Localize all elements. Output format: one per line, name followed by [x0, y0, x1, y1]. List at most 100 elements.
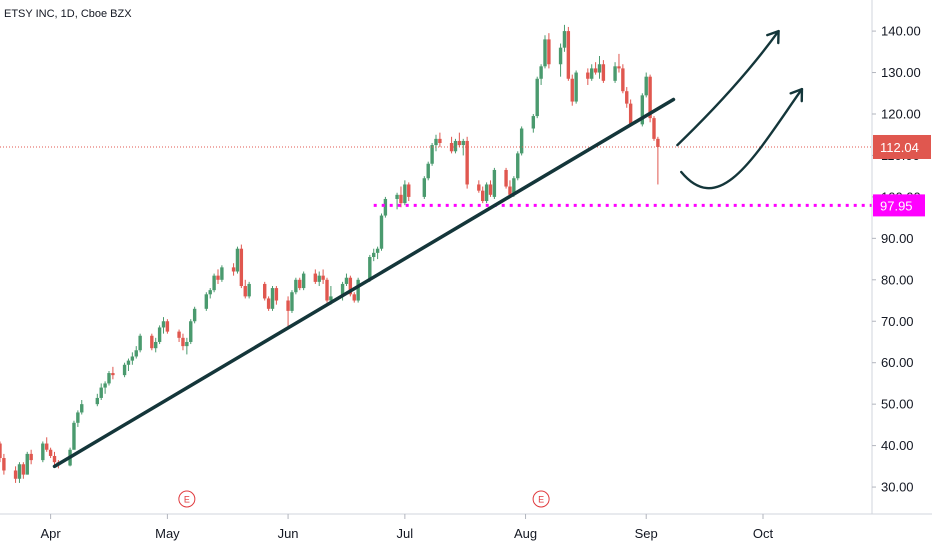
candle[interactable]: [356, 277, 360, 303]
candle[interactable]: [426, 161, 430, 181]
candle[interactable]: [181, 333, 185, 351]
candle[interactable]: [266, 296, 271, 311]
candle[interactable]: [601, 60, 606, 83]
candle[interactable]: [21, 462, 26, 479]
candle[interactable]: [403, 180, 407, 206]
candle[interactable]: [543, 35, 547, 69]
candle[interactable]: [17, 462, 22, 483]
candle[interactable]: [488, 180, 493, 197]
candle[interactable]: [492, 167, 497, 199]
candle[interactable]: [41, 441, 45, 463]
candle[interactable]: [0, 441, 2, 463]
candle[interactable]: [477, 180, 481, 193]
candle[interactable]: [247, 281, 251, 299]
candle[interactable]: [243, 279, 247, 299]
candle[interactable]: [161, 317, 166, 334]
candle[interactable]: [449, 136, 454, 154]
candle[interactable]: [294, 277, 298, 295]
bullish-path[interactable]: [676, 29, 780, 147]
candle[interactable]: [399, 186, 403, 208]
candle[interactable]: [107, 370, 111, 386]
candle[interactable]: [263, 281, 267, 301]
candle[interactable]: [597, 55, 602, 79]
candle[interactable]: [395, 192, 399, 210]
candle[interactable]: [313, 269, 318, 284]
trendline[interactable]: [52, 97, 676, 469]
candle[interactable]: [617, 53, 621, 73]
candle[interactable]: [72, 420, 76, 450]
candle[interactable]: [208, 288, 212, 299]
candle[interactable]: [154, 337, 158, 353]
candle[interactable]: [52, 451, 57, 467]
candle[interactable]: [48, 447, 53, 459]
candle[interactable]: [352, 292, 356, 303]
candle[interactable]: [235, 246, 240, 274]
candle[interactable]: [216, 269, 220, 284]
candle[interactable]: [531, 113, 536, 133]
candle[interactable]: [457, 132, 462, 148]
candle[interactable]: [375, 246, 380, 260]
candle[interactable]: [407, 182, 411, 202]
candle[interactable]: [570, 74, 574, 106]
candle[interactable]: [150, 333, 154, 351]
candle[interactable]: [586, 68, 590, 85]
candle[interactable]: [379, 213, 384, 251]
candle[interactable]: [430, 143, 434, 166]
candle[interactable]: [566, 26, 571, 81]
candle[interactable]: [95, 393, 100, 407]
candle[interactable]: [519, 126, 524, 156]
candle[interactable]: [465, 136, 469, 189]
symbol-title[interactable]: ETSY INC, 1D, Cboe BZX: [4, 8, 132, 20]
candle[interactable]: [138, 333, 142, 353]
candle[interactable]: [290, 290, 294, 313]
candle[interactable]: [122, 362, 127, 378]
candle[interactable]: [130, 352, 135, 365]
candle[interactable]: [547, 33, 551, 69]
candle[interactable]: [286, 296, 290, 328]
candle[interactable]: [504, 167, 508, 189]
candle[interactable]: [204, 292, 209, 311]
candle[interactable]: [372, 248, 376, 262]
candle[interactable]: [613, 62, 617, 83]
candle[interactable]: [422, 176, 427, 199]
candle[interactable]: [25, 451, 29, 475]
candle[interactable]: [2, 453, 6, 475]
candle[interactable]: [558, 43, 563, 77]
candle[interactable]: [126, 358, 131, 371]
candle[interactable]: [321, 269, 325, 284]
candle[interactable]: [383, 196, 388, 218]
candle[interactable]: [239, 244, 244, 289]
candle[interactable]: [111, 366, 115, 380]
candle[interactable]: [453, 138, 458, 154]
time-axis[interactable]: Apr May Jun Jul Aug Sep Oct: [40, 514, 773, 541]
earnings-marker[interactable]: E: [532, 490, 550, 508]
candle[interactable]: [656, 136, 660, 185]
candle[interactable]: [368, 254, 372, 282]
earnings-marker[interactable]: E: [178, 490, 196, 508]
candle[interactable]: [539, 64, 543, 85]
candle[interactable]: [484, 182, 489, 204]
candle[interactable]: [298, 277, 302, 291]
candle[interactable]: [628, 99, 633, 127]
candle[interactable]: [593, 62, 598, 75]
candle[interactable]: [212, 273, 216, 293]
candle[interactable]: [461, 138, 465, 156]
candle[interactable]: [177, 329, 181, 342]
candle[interactable]: [438, 132, 442, 148]
candle[interactable]: [80, 400, 84, 415]
candle[interactable]: [625, 87, 629, 108]
candle[interactable]: [317, 271, 321, 287]
candle[interactable]: [45, 437, 49, 452]
candle[interactable]: [535, 76, 539, 119]
candle[interactable]: [103, 381, 107, 394]
candle[interactable]: [574, 70, 578, 104]
candle[interactable]: [621, 64, 625, 94]
candle[interactable]: [652, 116, 656, 141]
candle[interactable]: [562, 24, 567, 52]
candle[interactable]: [134, 346, 138, 359]
candle[interactable]: [325, 277, 329, 303]
candle[interactable]: [270, 286, 275, 311]
candle[interactable]: [481, 186, 485, 204]
candle[interactable]: [157, 325, 162, 345]
